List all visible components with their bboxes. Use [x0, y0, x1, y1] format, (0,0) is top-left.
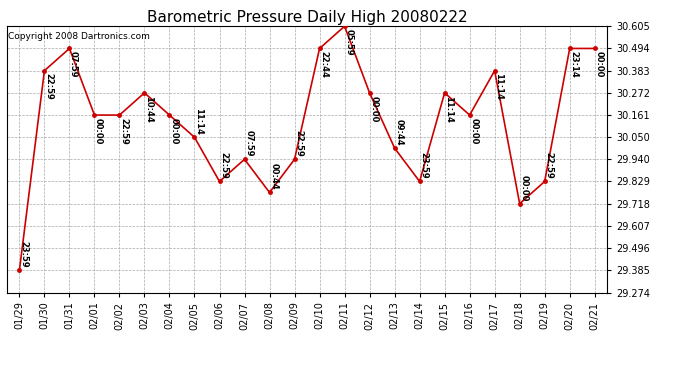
Text: 10:44: 10:44 — [144, 96, 153, 122]
Text: Copyright 2008 Dartronics.com: Copyright 2008 Dartronics.com — [8, 32, 150, 40]
Text: 22:44: 22:44 — [319, 51, 328, 78]
Text: 05:59: 05:59 — [344, 29, 353, 56]
Text: 11:14: 11:14 — [194, 108, 203, 135]
Text: 22:59: 22:59 — [219, 152, 228, 179]
Text: 09:44: 09:44 — [394, 118, 403, 145]
Text: 07:59: 07:59 — [69, 51, 78, 78]
Text: 00:00: 00:00 — [169, 118, 178, 144]
Text: 07:59: 07:59 — [244, 130, 253, 156]
Text: 22:59: 22:59 — [294, 130, 303, 156]
Text: 00:00: 00:00 — [469, 118, 478, 144]
Text: 22:59: 22:59 — [119, 118, 128, 145]
Text: 22:59: 22:59 — [44, 74, 53, 100]
Text: 00:00: 00:00 — [369, 96, 378, 122]
Text: 00:00: 00:00 — [94, 118, 103, 144]
Text: 11:14: 11:14 — [494, 74, 503, 100]
Text: 23:59: 23:59 — [19, 241, 28, 267]
Text: 00:00: 00:00 — [594, 51, 603, 78]
Text: 23:14: 23:14 — [569, 51, 578, 78]
Text: 23:59: 23:59 — [420, 152, 428, 179]
Text: 00:44: 00:44 — [269, 163, 278, 190]
Text: 22:59: 22:59 — [544, 152, 553, 179]
Text: 11:14: 11:14 — [444, 96, 453, 123]
Text: 00:00: 00:00 — [520, 174, 529, 201]
Title: Barometric Pressure Daily High 20080222: Barometric Pressure Daily High 20080222 — [147, 10, 467, 25]
